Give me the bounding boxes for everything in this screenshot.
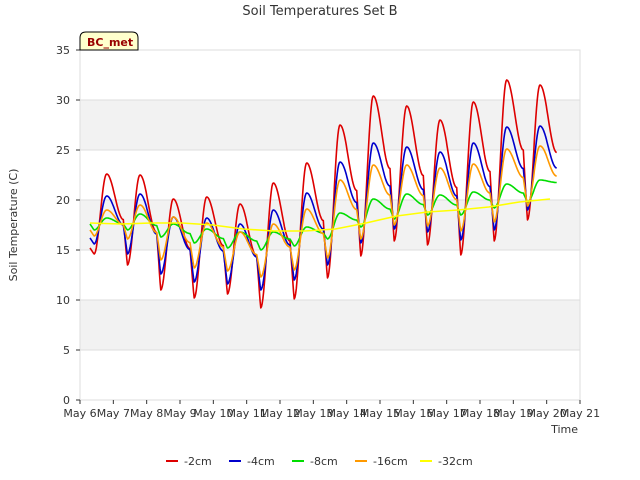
x-tick-label: May 17 xyxy=(427,407,467,420)
x-tick-label: May 12 xyxy=(260,407,300,420)
y-tick-label: 10 xyxy=(56,294,70,307)
legend-label: -4cm xyxy=(247,455,275,468)
x-tick-label: May 11 xyxy=(227,407,267,420)
chart-title: Soil Temperatures Set B xyxy=(242,4,397,19)
x-tick-label: May 8 xyxy=(130,407,163,420)
y-tick-label: 5 xyxy=(63,344,70,357)
y-tick-label: 25 xyxy=(56,144,70,157)
x-tick-label: May 9 xyxy=(163,407,196,420)
legend-label: -32cm xyxy=(438,455,473,468)
series-lines xyxy=(89,79,558,309)
x-tick-label: May 20 xyxy=(527,407,567,420)
x-axis-label: Time xyxy=(550,423,578,436)
x-tick-label: May 13 xyxy=(293,407,333,420)
x-tick-label: May 21 xyxy=(560,407,600,420)
background-band xyxy=(80,300,580,350)
y-tick-label: 20 xyxy=(56,194,70,207)
y-tick-label: 30 xyxy=(56,94,70,107)
x-tick-label: May 19 xyxy=(493,407,533,420)
y-tick-label: 15 xyxy=(56,244,70,257)
y-tick-label: 35 xyxy=(56,44,70,57)
y-axis-label: Soil Temperature (C) xyxy=(7,169,20,282)
station-badge-label: BC_met xyxy=(87,36,133,49)
x-tick-label: May 16 xyxy=(393,407,433,420)
y-tick-label: 0 xyxy=(63,394,70,407)
x-tick-label: May 15 xyxy=(360,407,400,420)
legend-label: -8cm xyxy=(310,455,338,468)
x-tick-label: May 6 xyxy=(63,407,96,420)
series-line-neg32cm xyxy=(89,198,551,232)
legend-label: -2cm xyxy=(184,455,212,468)
series-line-neg16cm xyxy=(89,145,557,278)
station-badge: BC_met xyxy=(79,31,139,51)
legend: -2cm -4cm -8cm -16cm -32cm xyxy=(166,455,473,468)
x-tick-label: May 7 xyxy=(97,407,130,420)
x-tick-label: May 18 xyxy=(460,407,500,420)
legend-label: -16cm xyxy=(373,455,408,468)
plot-area-frame xyxy=(79,49,581,401)
x-tick-label: May 14 xyxy=(327,407,367,420)
background-band xyxy=(80,100,580,150)
x-tick-label: May 10 xyxy=(193,407,233,420)
station-badge-shape xyxy=(79,31,139,51)
